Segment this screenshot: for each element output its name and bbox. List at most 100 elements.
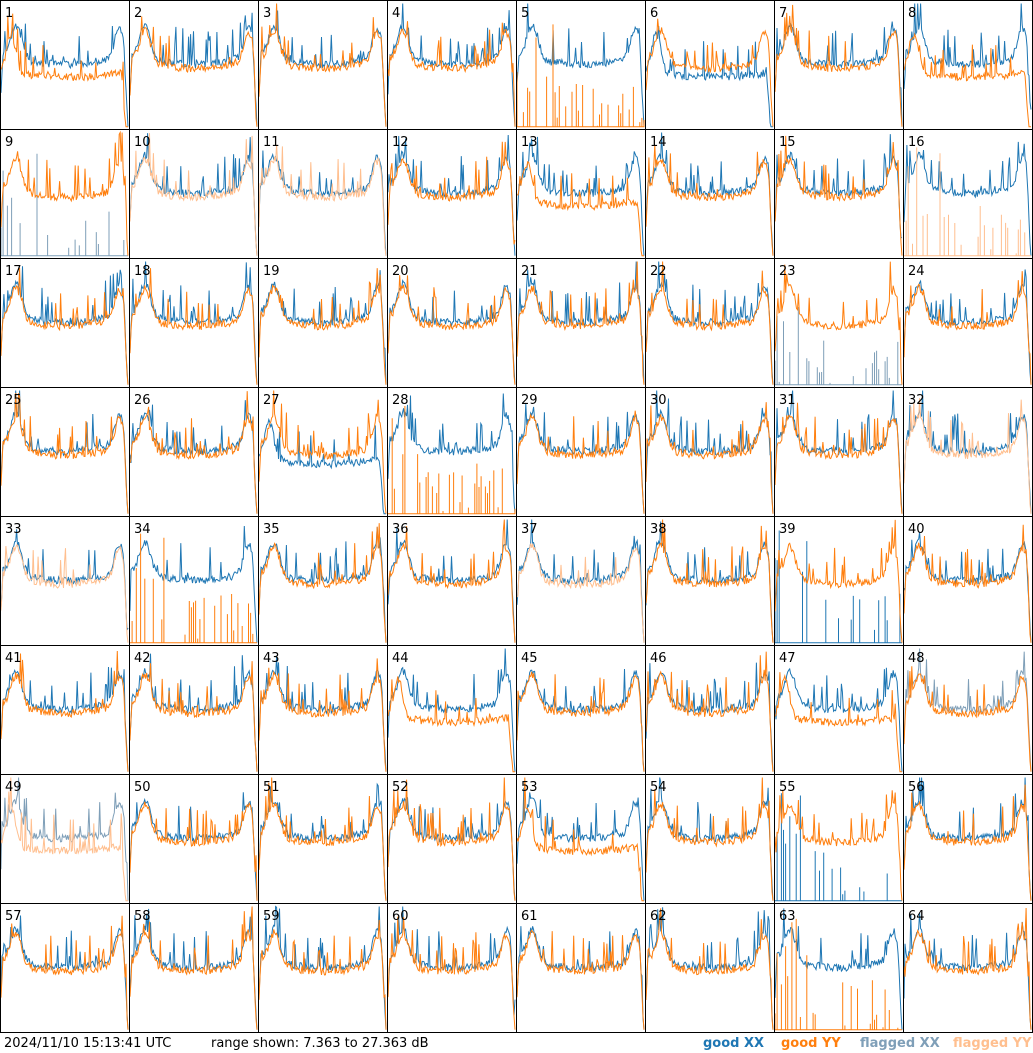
series-yy-line <box>258 523 387 643</box>
panel-number-label: 50 <box>134 780 151 795</box>
series-yy-line <box>903 271 1032 385</box>
panel-frame <box>129 0 259 130</box>
series-xx-line <box>516 787 645 901</box>
series-yy-line <box>129 661 258 772</box>
series-yy-line <box>774 261 903 385</box>
panel-50: 50 <box>129 774 259 904</box>
panel-number-label: 53 <box>521 780 538 795</box>
series-xx-line <box>129 261 258 385</box>
series-yy-line <box>129 906 258 1030</box>
series-xx-line <box>775 793 902 902</box>
series-yy-line <box>387 519 516 643</box>
series-xx-line <box>774 134 903 239</box>
panel-32: 32 <box>903 387 1033 517</box>
panel-20: 20 <box>387 258 517 388</box>
series-xx-line <box>774 530 902 644</box>
chart-footer: 2024/11/10 15:13:41 UTC range shown: 7.3… <box>4 1036 1032 1051</box>
panel-number-label: 9 <box>5 135 13 150</box>
series-xx-line <box>774 908 903 1030</box>
series-yy-line <box>903 32 1031 128</box>
panel-60: 60 <box>387 903 517 1033</box>
panel-15: 15 <box>774 129 904 259</box>
panel-number-label: 32 <box>908 393 925 408</box>
series-yy-line <box>774 135 903 256</box>
panel-number-label: 45 <box>521 651 538 666</box>
panel-13: 13 <box>516 129 646 259</box>
series-yy-line <box>0 777 128 902</box>
series-xx-line <box>903 141 1032 256</box>
legend: good XX good YY flagged XX flagged YY <box>703 1036 1032 1051</box>
series-yy-line <box>645 651 774 772</box>
series-xx-line <box>516 403 645 514</box>
panel-number-label: 8 <box>908 6 916 21</box>
panel-9: 9 <box>0 129 130 259</box>
series-yy-line <box>129 16 258 127</box>
panel-26: 26 <box>129 387 259 517</box>
series-yy-line <box>645 908 774 1030</box>
series-xx-line <box>645 662 774 772</box>
panel-19: 19 <box>258 258 388 388</box>
series-xx-line <box>516 926 645 1030</box>
panel-28: 28 <box>387 387 517 517</box>
panel-number-label: 39 <box>779 522 796 537</box>
panel-8: 8 <box>903 0 1033 130</box>
panel-3: 3 <box>258 0 388 130</box>
panel-number-label: 37 <box>521 522 538 537</box>
series-yy-line <box>516 24 645 128</box>
panel-57: 57 <box>0 903 130 1033</box>
panel-number-label: 58 <box>134 909 151 924</box>
series-yy-line <box>774 402 903 514</box>
series-yy-line <box>258 3 387 127</box>
panel-number-label: 20 <box>392 264 409 279</box>
panel-number-label: 4 <box>392 6 400 21</box>
panel-number-label: 23 <box>779 264 796 279</box>
panel-38: 38 <box>645 516 775 646</box>
series-yy-line <box>774 672 902 773</box>
series-yy-line <box>774 790 903 901</box>
panel-6: 6 <box>645 0 775 130</box>
panel-52: 52 <box>387 774 517 904</box>
panel-number-label: 46 <box>650 651 667 666</box>
series-yy-line <box>129 268 258 385</box>
panel-58: 58 <box>129 903 259 1033</box>
panel-number-label: 7 <box>779 6 787 21</box>
series-xx-line <box>774 307 902 386</box>
panel-61: 61 <box>516 903 646 1033</box>
panel-59: 59 <box>258 903 388 1033</box>
series-yy-line <box>516 410 645 514</box>
series-yy-line <box>387 275 516 385</box>
panel-number-label: 56 <box>908 780 925 795</box>
series-yy-line <box>387 676 515 773</box>
series-yy-line <box>903 666 1032 772</box>
panel-62: 62 <box>645 903 775 1033</box>
panel-number-label: 24 <box>908 264 925 279</box>
panel-number-label: 16 <box>908 135 925 150</box>
series-xx-line <box>903 531 1032 643</box>
panel-number-label: 2 <box>134 6 142 21</box>
panel-16: 16 <box>903 129 1033 259</box>
panel-number-label: 47 <box>779 651 796 666</box>
panel-number-label: 22 <box>650 264 667 279</box>
series-yy-line <box>774 519 903 643</box>
series-xx-line <box>129 12 258 127</box>
timestamp-label: 2024/11/10 15:13:41 UTC <box>4 1036 171 1051</box>
series-xx-line <box>903 648 1032 772</box>
series-xx-line <box>387 648 516 772</box>
panel-29: 29 <box>516 387 646 517</box>
panel-number-label: 34 <box>134 522 151 537</box>
panel-number-label: 10 <box>134 135 151 150</box>
panel-4: 4 <box>387 0 517 130</box>
series-xx-line <box>774 390 903 514</box>
series-xx-line <box>903 269 1032 385</box>
panel-51: 51 <box>258 774 388 904</box>
panel-63: 63 <box>774 903 904 1033</box>
panel-number-label: 41 <box>5 651 22 666</box>
series-xx-line <box>645 25 773 128</box>
panel-64: 64 <box>903 903 1033 1033</box>
series-xx-line <box>0 529 129 631</box>
range-label: range shown: 7.363 to 27.363 dB <box>211 1036 429 1051</box>
panel-40: 40 <box>903 516 1033 646</box>
series-yy-line <box>903 784 1032 901</box>
panel-54: 54 <box>645 774 775 904</box>
